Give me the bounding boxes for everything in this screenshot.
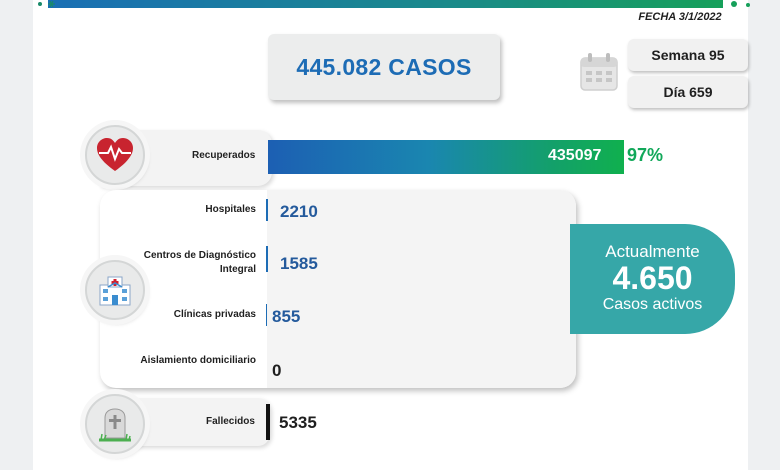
cdi-label: Centros de Diagnóstico Integral (143, 250, 256, 275)
active-cases-number: 4.650 (612, 260, 693, 296)
total-cases-text: 445.082 CASOS (296, 53, 472, 80)
week-pill: Semana 95 (628, 39, 748, 71)
home-isolation-label: Aislamiento domiciliario (140, 355, 256, 366)
decorative-figures-left (38, 0, 55, 8)
total-cases-box: 445.082 CASOS (268, 34, 500, 100)
private-clinics-label: Clínicas privadas (173, 309, 256, 320)
active-cases-caption: Actualmente (605, 242, 700, 261)
deceased-tick (266, 404, 270, 440)
recovered-bar (268, 140, 624, 174)
hospitals-tick (266, 199, 268, 221)
active-cases-badge: Actualmente 4.650 Casos activos (570, 224, 735, 334)
day-pill: Día 659 (628, 76, 748, 108)
hospitals-label: Hospitales (205, 204, 256, 215)
cdi-value: 1585 (280, 254, 318, 273)
active-cases-subtitle: Casos activos (602, 296, 703, 313)
tombstone-icon (85, 394, 145, 454)
heart-pulse-icon (85, 125, 145, 185)
care-location-values-area (267, 190, 576, 388)
private-clinics-tick (266, 304, 267, 326)
hospitals-value: 2210 (280, 202, 318, 221)
deceased-label: Fallecidos (206, 416, 255, 427)
hospital-icon (85, 260, 145, 320)
decorative-figures-right (731, 1, 750, 7)
report-date: FECHA 3/1/2022 (638, 11, 722, 23)
calendar-icon (580, 53, 618, 91)
top-band (48, 0, 723, 8)
cdi-tick (266, 246, 268, 272)
recovered-label: Recuperados (192, 150, 256, 161)
deceased-value: 5335 (279, 413, 317, 432)
private-clinics-value: 855 (272, 307, 301, 326)
recovered-percent: 97% (627, 145, 664, 165)
recovered-value: 435097 (548, 147, 602, 164)
home-isolation-value: 0 (272, 361, 282, 380)
